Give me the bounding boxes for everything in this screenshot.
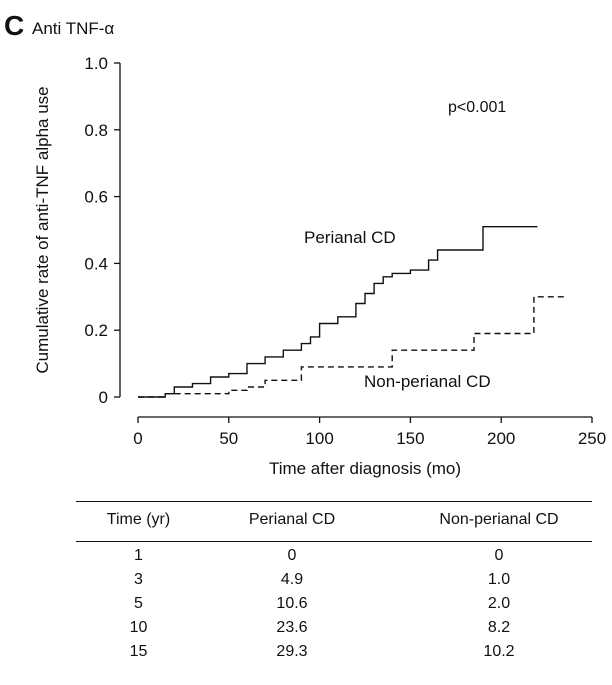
table-cell-non-perianal: 8.2	[487, 619, 511, 636]
table-cell-perianal: 23.6	[276, 619, 308, 636]
table-row: 15 29.3 10.2	[76, 643, 592, 667]
annotation-p-value: p<0.001	[448, 99, 506, 116]
table-header-perianal: Perianal CD	[248, 511, 336, 528]
table-cell-perianal: 10.6	[276, 595, 308, 612]
table-header-non-perianal: Non-perianal CD	[439, 511, 559, 528]
table-row: 5 10.6 2.0	[76, 595, 592, 619]
x-tick-label: 250	[578, 429, 606, 448]
table-cell-non-perianal: 0	[494, 547, 504, 564]
table-cell-time: 3	[134, 571, 143, 588]
table-cell-time: 10	[129, 619, 148, 636]
series-label-perianal: Perianal CD	[304, 228, 396, 247]
series-label-non-perianal: Non-perianal CD	[364, 372, 491, 391]
x-tick-label: 200	[487, 429, 515, 448]
table-cell-perianal: 0	[287, 547, 297, 564]
x-tick-label: 150	[396, 429, 424, 448]
x-tick-label: 0	[133, 429, 142, 448]
y-axis-label: Cumulative rate of anti-TNF alpha use	[33, 86, 52, 373]
y-tick-label: 0.4	[84, 254, 108, 273]
table-row: 1 0 0	[76, 547, 592, 571]
series-line-non-perianal	[138, 296, 565, 398]
table-cell-perianal: 29.3	[276, 643, 308, 660]
y-tick-label: 0.8	[84, 121, 108, 140]
y-tick-label: 0.2	[84, 321, 108, 340]
table-cell-time: 15	[129, 643, 148, 660]
table-rule-mid	[76, 541, 592, 542]
panel-title: Anti TNF-α	[32, 19, 114, 38]
table-cell-non-perianal: 2.0	[487, 595, 511, 612]
table-cell-perianal: 4.9	[280, 571, 304, 588]
table-cell-time: 1	[134, 547, 143, 564]
table-row: 10 23.6 8.2	[76, 619, 592, 643]
series-layer	[138, 226, 565, 398]
x-tick-label: 50	[219, 429, 238, 448]
table-cell-non-perianal: 1.0	[487, 571, 511, 588]
table-header-row: Time (yr) Perianal CD Non-perianal CD	[76, 511, 592, 535]
panel-letter: C	[4, 10, 24, 41]
axes: 0 0.2 0.4 0.6 0.8 1.0 0 50 100 150 200 250	[84, 54, 606, 448]
x-axis-label: Time after diagnosis (mo)	[269, 459, 461, 478]
table-header-time: Time (yr)	[106, 511, 171, 528]
series-line-perianal	[138, 226, 538, 398]
y-tick-label: 0	[99, 388, 108, 407]
y-tick-label: 0.6	[84, 188, 108, 207]
table-cell-time: 5	[134, 595, 143, 612]
table-cell-non-perianal: 10.2	[483, 643, 515, 660]
survival-chart: C Anti TNF-α p<0.001 Cumulative rate of …	[4, 10, 606, 478]
table-rule-top	[76, 501, 592, 502]
x-tick-label: 100	[305, 429, 333, 448]
y-tick-label: 1.0	[84, 54, 108, 73]
table-row: 3 4.9 1.0	[76, 571, 592, 595]
